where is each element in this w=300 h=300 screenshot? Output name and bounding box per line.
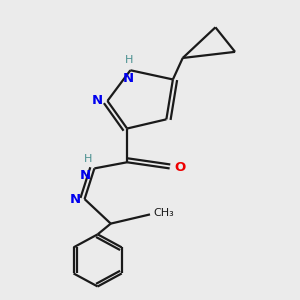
Text: O: O (175, 161, 186, 174)
Text: N: N (123, 72, 134, 85)
FancyBboxPatch shape (76, 191, 93, 207)
FancyBboxPatch shape (119, 59, 142, 81)
Text: H: H (124, 55, 133, 65)
Text: H: H (84, 154, 93, 164)
Text: N: N (70, 193, 81, 206)
Text: CH₃: CH₃ (153, 208, 174, 218)
FancyBboxPatch shape (161, 161, 178, 176)
FancyBboxPatch shape (139, 207, 161, 222)
Text: N: N (80, 169, 91, 182)
FancyBboxPatch shape (98, 93, 117, 109)
Text: N: N (92, 94, 103, 107)
FancyBboxPatch shape (85, 158, 104, 179)
